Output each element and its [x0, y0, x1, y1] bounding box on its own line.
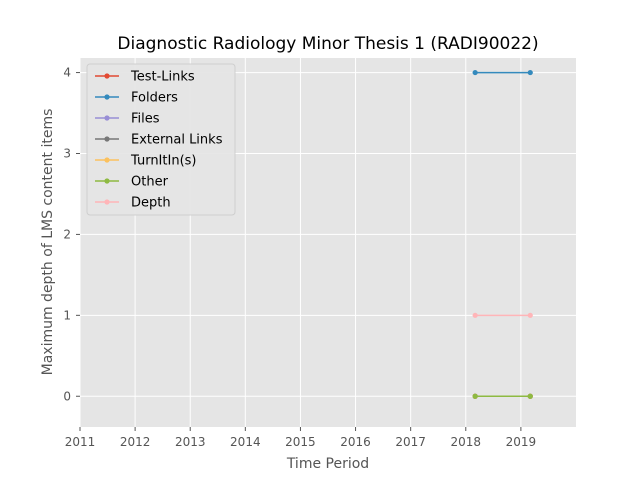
legend-label: Test-Links — [130, 70, 195, 85]
y-tick-label: 4 — [63, 66, 71, 80]
legend-label: Files — [131, 112, 160, 127]
x-tick-label: 2011 — [65, 435, 96, 449]
legend-marker — [104, 178, 110, 184]
legend-item: Other — [95, 175, 169, 190]
y-tick-label: 3 — [63, 146, 71, 160]
y-tick-label: 1 — [63, 308, 71, 322]
legend-label: Folders — [131, 91, 178, 106]
legend-item: Files — [95, 112, 160, 127]
x-tick-label: 2013 — [175, 435, 206, 449]
data-point — [527, 69, 533, 76]
legend: Test-Links Folders Files External Links Turn… — [86, 63, 236, 216]
legend-box — [86, 63, 236, 216]
x-tick-label: 2019 — [506, 435, 537, 449]
legend-marker — [104, 73, 110, 79]
legend-marker — [104, 115, 110, 121]
legend-marker — [104, 199, 110, 205]
series-other — [472, 393, 533, 399]
data-point — [472, 393, 478, 399]
y-tick-label: 2 — [63, 227, 71, 241]
x-tick-label: 2017 — [395, 435, 426, 449]
y-tick-label: 0 — [63, 389, 71, 403]
legend-label: TurnItIn(s) — [130, 154, 196, 169]
legend-label: Other — [131, 175, 169, 190]
data-point — [527, 393, 533, 399]
axis-ticks: 2011 2012 2013 2014 2015 2016 2017 2018 2019 0 1 2 3… — [63, 66, 536, 449]
x-tick-label: 2015 — [285, 435, 316, 449]
series-lines — [472, 69, 533, 399]
x-axis-label: Time Period — [286, 456, 369, 472]
data-point — [472, 312, 478, 318]
legend-marker — [104, 136, 110, 142]
y-axis-label: Maximum depth of LMS content items — [40, 109, 56, 376]
legend-item: Test-Links — [95, 70, 195, 85]
data-point — [472, 69, 478, 76]
legend-marker — [104, 94, 110, 100]
legend-item: Folders — [95, 91, 178, 106]
legend-item: TurnItIn(s) — [95, 154, 196, 169]
data-point — [527, 312, 533, 318]
legend-item: Depth — [95, 196, 171, 211]
legend-marker — [104, 157, 110, 163]
series-depth — [472, 312, 533, 318]
x-tick-label: 2012 — [120, 435, 151, 449]
series-folders — [472, 69, 533, 76]
legend-label: Depth — [131, 196, 171, 211]
legend-label: External Links — [131, 133, 223, 148]
x-tick-label: 2018 — [451, 435, 482, 449]
x-tick-label: 2014 — [230, 435, 261, 449]
chart-title: Diagnostic Radiology Minor Thesis 1 (RAD… — [117, 34, 538, 54]
x-tick-label: 2016 — [340, 435, 371, 449]
legend-item: External Links — [95, 133, 223, 148]
